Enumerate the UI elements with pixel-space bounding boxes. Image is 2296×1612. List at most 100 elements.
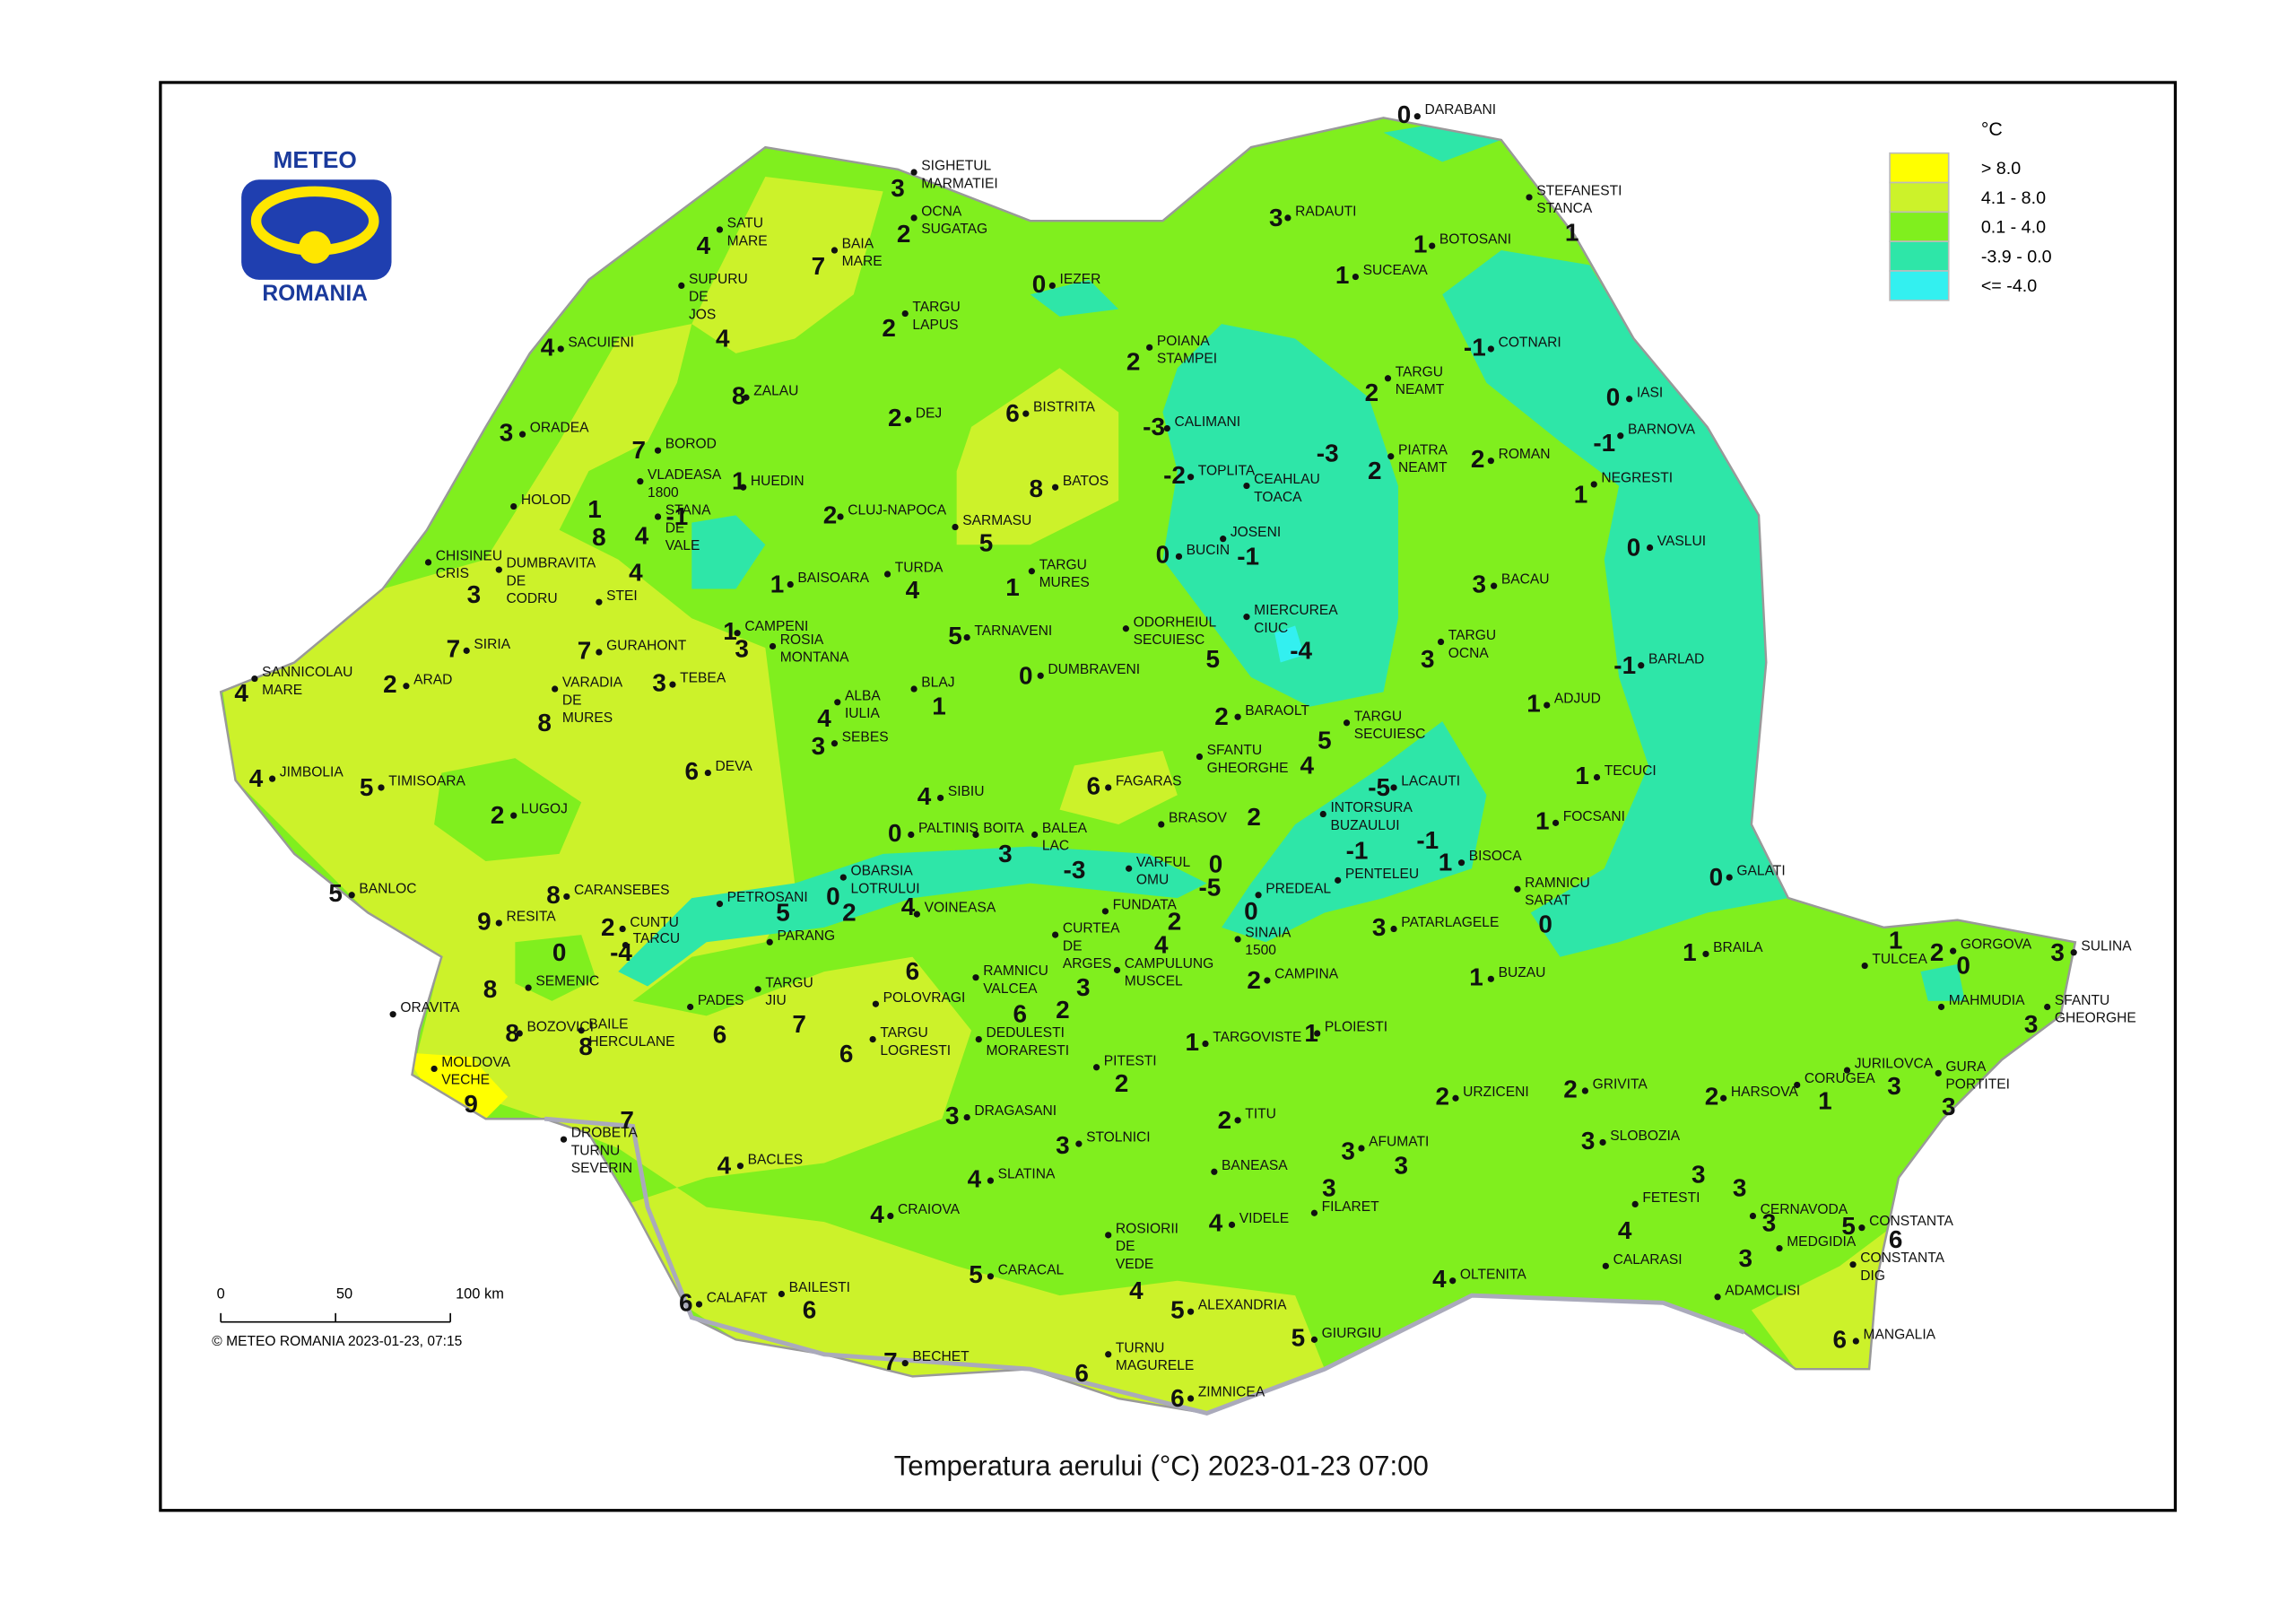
- station: MEDGIDIA 3: [1762, 1209, 1857, 1252]
- station-dot: [1234, 936, 1241, 943]
- station-value: 4: [1129, 1277, 1144, 1304]
- station-value: 4: [1300, 751, 1314, 779]
- station-dot: [1935, 1069, 1942, 1076]
- station: ADJUD 1: [1526, 689, 1601, 717]
- legend-label: > 8.0: [1981, 159, 2021, 179]
- station: CARANSEBES 8: [546, 881, 669, 909]
- station-value: 3: [1056, 1131, 1070, 1159]
- station-name: CALAFAT: [707, 1291, 769, 1306]
- station: DEJ 2: [888, 404, 942, 431]
- station: SUCEAVA 1: [1335, 261, 1428, 289]
- station-name: BECHET: [912, 1349, 970, 1364]
- station-name: 1800: [648, 485, 679, 501]
- station-value: 5: [948, 622, 962, 649]
- station-name: LAC: [1042, 839, 1069, 854]
- station-name: TULCEA: [1872, 952, 1927, 967]
- station-dot: [1429, 242, 1436, 249]
- station-name: BOZOVICI: [526, 1020, 593, 1035]
- station-value: 1: [1683, 938, 1697, 966]
- station-value: 1: [1575, 762, 1589, 789]
- station-dot: [1163, 424, 1170, 432]
- station-dot: [1243, 614, 1250, 621]
- station-dot: [1449, 1277, 1457, 1285]
- station-dot: [403, 683, 410, 690]
- station-name: SIGHETUL: [921, 159, 991, 174]
- station: OBARSIA LOTRULUI 0: [826, 864, 919, 911]
- station-dot: [972, 831, 979, 839]
- station-dot: [734, 630, 741, 637]
- station-value: 2: [842, 898, 857, 926]
- station-value: 5: [1205, 645, 1220, 673]
- station-value: 8: [537, 709, 552, 736]
- station-name: POLOVRAGI: [883, 990, 966, 1006]
- station: DUMBRAVENI 0: [1019, 661, 1140, 689]
- station-name: BAISOARA: [797, 571, 869, 586]
- station: STEI 4: [596, 558, 643, 606]
- station-value: 6: [1889, 1225, 1903, 1253]
- station-name: TIMISOARA: [388, 774, 465, 789]
- station-dot: [913, 911, 920, 918]
- station-dot: [1187, 1308, 1195, 1315]
- station-name: DE: [665, 520, 685, 536]
- station-name: TARGU: [1354, 709, 1402, 724]
- station-dot: [704, 769, 711, 777]
- station-dot: [1052, 484, 1059, 491]
- station-value: 3: [1738, 1244, 1752, 1272]
- station: CEAHLAU TOACA -3: [1243, 439, 1339, 505]
- zone: [404, 1052, 509, 1120]
- station-name: FAGARAS: [1116, 774, 1182, 789]
- station-value: 1: [1526, 689, 1541, 717]
- station-dot: [510, 502, 517, 510]
- station: BRAILA 1: [1683, 938, 1763, 966]
- station: STEFANESTI STANCA 1: [1526, 183, 1622, 246]
- station-value: 5: [776, 898, 790, 926]
- station-name: BOITA: [983, 821, 1024, 836]
- station-value: 0: [1709, 863, 1724, 891]
- station: BACLES 4: [718, 1152, 803, 1180]
- station-name: FUNDATA: [1113, 897, 1178, 912]
- station-name: HUEDIN: [751, 474, 804, 489]
- station-dot: [1314, 1030, 1321, 1037]
- station: VOINEASA 4: [901, 893, 996, 920]
- station: CARACAL 5: [969, 1260, 1064, 1288]
- station-value: 3: [1076, 973, 1091, 1001]
- station-dot: [831, 247, 839, 254]
- station-dot: [1384, 375, 1392, 382]
- station-dot: [578, 1027, 585, 1034]
- station: GIURGIU 5: [1292, 1324, 1382, 1352]
- station-dot: [430, 1065, 438, 1073]
- station-dot: [1720, 1094, 1727, 1102]
- station: SACUIENI 4: [541, 333, 634, 361]
- station-name: STANA: [665, 503, 711, 518]
- station-name: CAMPULUNG: [1125, 956, 1214, 972]
- station-dot: [1187, 1395, 1195, 1402]
- station-name: IASI: [1637, 385, 1663, 400]
- station-value: 9: [464, 1090, 478, 1118]
- station-name: TARGU: [1396, 364, 1443, 379]
- station-name: BAIA: [842, 237, 874, 252]
- station-value: 3: [1581, 1127, 1596, 1155]
- station-dot: [348, 892, 355, 899]
- station-name: VLADEASA: [648, 467, 722, 483]
- station-name: RADAUTI: [1295, 204, 1356, 219]
- station: GRIVITA 2: [1563, 1075, 1648, 1102]
- station-dot: [872, 1000, 880, 1007]
- station: CAMPULUNG MUSCEL 4: [1113, 931, 1214, 989]
- station-dot: [972, 974, 979, 981]
- station-dot: [1581, 1087, 1588, 1094]
- station-value: 2: [1247, 966, 1261, 994]
- station-value: 3: [1421, 645, 1435, 673]
- station-name: SFANTU: [2055, 993, 2109, 1008]
- station-name: DE: [507, 573, 526, 588]
- station: TECUCI 1: [1575, 762, 1656, 789]
- station: SFANTU GHEORGHE 3: [2024, 993, 2136, 1038]
- station-name: GALATI: [1736, 864, 1785, 879]
- station-dot: [560, 1136, 568, 1143]
- station-dot: [516, 1030, 523, 1037]
- station-name: CALIMANI: [1175, 414, 1241, 430]
- station-name: MORARESTI: [986, 1043, 1069, 1059]
- station-name: URZICENI: [1463, 1085, 1529, 1100]
- station-name: PORTITEI: [1945, 1077, 2010, 1093]
